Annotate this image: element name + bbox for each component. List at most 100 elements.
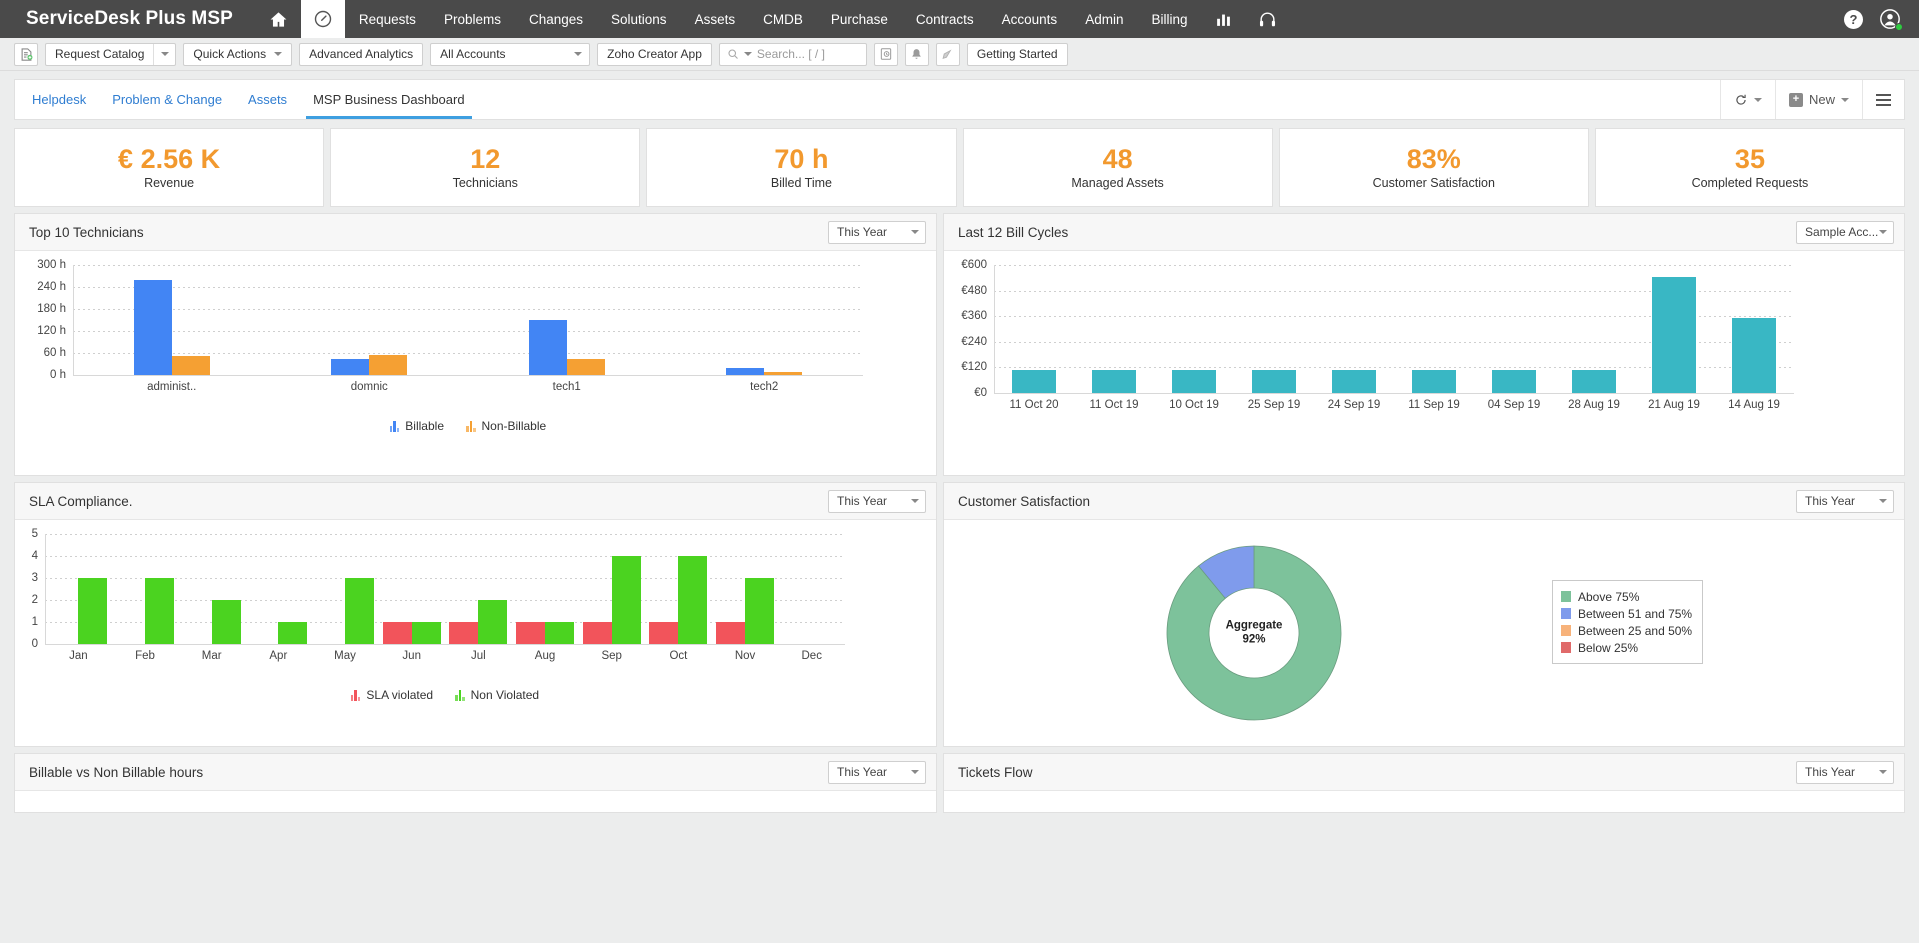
dashboard-menu-button[interactable] — [1862, 80, 1904, 119]
x-axis-tick-label: Jan — [69, 650, 88, 662]
help-icon[interactable]: ? — [1844, 9, 1863, 29]
bar[interactable] — [764, 372, 803, 375]
bar[interactable] — [1012, 369, 1056, 393]
new-widget-button[interactable]: + New — [1774, 80, 1862, 119]
kpi-card-managed-assets[interactable]: 48 Managed Assets — [962, 128, 1273, 207]
bar[interactable] — [1332, 369, 1376, 393]
legend-item[interactable]: Above 75% — [1561, 588, 1692, 605]
kpi-card-technicians[interactable]: 12 Technicians — [330, 128, 641, 207]
getting-started-button[interactable]: Getting Started — [966, 42, 1068, 66]
legend-item[interactable]: Between 51 and 75% — [1561, 605, 1692, 622]
widget-grid: Top 10 Technicians This Year 0 h 60 h 120 … — [14, 213, 1905, 813]
nav-item-assets[interactable]: Assets — [694, 11, 736, 27]
advanced-analytics-button[interactable]: Advanced Analytics — [299, 42, 424, 66]
legend-item[interactable]: Between 25 and 50% — [1561, 622, 1692, 639]
period-select[interactable]: This Year — [1796, 489, 1894, 513]
bar[interactable] — [611, 556, 641, 644]
kpi-card-customer-satisfaction[interactable]: 83% Customer Satisfaction — [1278, 128, 1589, 207]
bar[interactable] — [331, 358, 370, 375]
tab-helpdesk[interactable]: Helpdesk — [32, 92, 87, 107]
bar[interactable] — [278, 622, 308, 644]
servicedesk-logo-icon — [236, 9, 253, 29]
nav-item-billing[interactable]: Billing — [1151, 11, 1188, 27]
home-icon[interactable] — [257, 0, 301, 38]
nav-item-contracts[interactable]: Contracts — [915, 11, 974, 27]
bell-icon[interactable] — [904, 42, 929, 66]
bar[interactable] — [566, 358, 605, 375]
bar[interactable] — [211, 600, 241, 644]
bar[interactable] — [1252, 369, 1296, 393]
period-select[interactable]: This Year — [828, 760, 926, 784]
bar[interactable] — [171, 355, 210, 375]
bar[interactable] — [145, 578, 174, 644]
bar[interactable] — [582, 622, 612, 644]
legend-item[interactable]: Billable — [389, 419, 444, 433]
bar[interactable] — [716, 622, 746, 644]
tab-problem-change[interactable]: Problem & Change — [112, 92, 223, 107]
zoho-creator-app-button[interactable]: Zoho Creator App — [597, 42, 712, 66]
bar[interactable] — [528, 320, 567, 375]
account-select[interactable]: All Accounts — [430, 42, 591, 66]
nav-item-changes[interactable]: Changes — [528, 11, 584, 27]
bar[interactable] — [1492, 369, 1536, 393]
user-avatar-icon[interactable] — [1879, 8, 1903, 31]
bar[interactable] — [1732, 317, 1776, 393]
nav-item-accounts[interactable]: Accounts — [1001, 11, 1058, 27]
bar[interactable] — [78, 578, 108, 644]
bar[interactable] — [516, 622, 546, 644]
bar[interactable] — [1652, 277, 1696, 393]
dashboard-gauge-icon[interactable] — [300, 0, 345, 38]
megaphone-icon[interactable] — [935, 42, 960, 66]
bar[interactable] — [726, 367, 765, 375]
nav-item-admin[interactable]: Admin — [1085, 11, 1124, 27]
legend-item[interactable]: Non Violated — [455, 688, 539, 702]
bar[interactable] — [345, 578, 375, 644]
headset-icon[interactable] — [1245, 0, 1289, 38]
nav-item-requests[interactable]: Requests — [358, 11, 416, 27]
nav-item-solutions[interactable]: Solutions — [611, 11, 667, 27]
account-filter-select[interactable]: Sample Acc... — [1796, 220, 1894, 244]
search-input[interactable]: Search... [ / ] — [718, 42, 867, 66]
legend-label: Below 25% — [1578, 640, 1639, 655]
refresh-button[interactable] — [1719, 80, 1775, 119]
request-catalog-button[interactable]: Request Catalog — [45, 42, 177, 66]
bar[interactable] — [449, 622, 479, 644]
bar[interactable] — [382, 622, 412, 644]
bar-chart-icon[interactable] — [1201, 0, 1245, 38]
nav-item-cmdb[interactable]: CMDB — [763, 11, 803, 27]
bar[interactable] — [369, 354, 408, 375]
quick-actions-button[interactable]: Quick Actions — [183, 42, 293, 66]
bar[interactable] — [1172, 369, 1216, 393]
nav-item-problems[interactable]: Problems — [443, 11, 501, 27]
kpi-card-completed-requests[interactable]: 35 Completed Requests — [1594, 128, 1906, 207]
chevron-down-icon — [274, 52, 283, 56]
bar[interactable] — [745, 578, 775, 644]
chevron-down-icon[interactable] — [153, 43, 175, 65]
y-axis-tick-label: 300 h — [37, 259, 66, 271]
bar[interactable] — [678, 556, 708, 644]
legend-item[interactable]: Below 25% — [1561, 639, 1692, 656]
period-select[interactable]: This Year — [828, 489, 926, 513]
tab-msp-business-dashboard[interactable]: MSP Business Dashboard — [300, 80, 478, 119]
bar[interactable] — [478, 600, 508, 644]
new-request-icon[interactable] — [14, 42, 38, 66]
kpi-card-revenue[interactable]: € 2.56 K Revenue — [14, 128, 325, 207]
donut-slice[interactable] — [1197, 545, 1255, 599]
legend-item[interactable]: SLA violated — [350, 688, 433, 702]
period-select[interactable]: This Year — [828, 220, 926, 244]
bar[interactable] — [411, 622, 441, 644]
recent-items-icon[interactable] — [873, 42, 898, 66]
bar[interactable] — [1092, 369, 1136, 393]
donut-slice[interactable] — [1166, 545, 1342, 721]
bar[interactable] — [649, 622, 679, 644]
legend-item[interactable]: Non-Billable — [466, 419, 546, 433]
aggregate-label: Aggregate — [1225, 619, 1283, 632]
kpi-card-billed-time[interactable]: 70 h Billed Time — [646, 128, 957, 207]
period-select[interactable]: This Year — [1796, 760, 1894, 784]
tab-assets[interactable]: Assets — [248, 92, 288, 107]
nav-item-purchase[interactable]: Purchase — [830, 11, 888, 27]
bar[interactable] — [1572, 369, 1616, 393]
bar[interactable] — [1412, 369, 1456, 393]
bar[interactable] — [133, 280, 172, 375]
bar[interactable] — [545, 622, 575, 644]
